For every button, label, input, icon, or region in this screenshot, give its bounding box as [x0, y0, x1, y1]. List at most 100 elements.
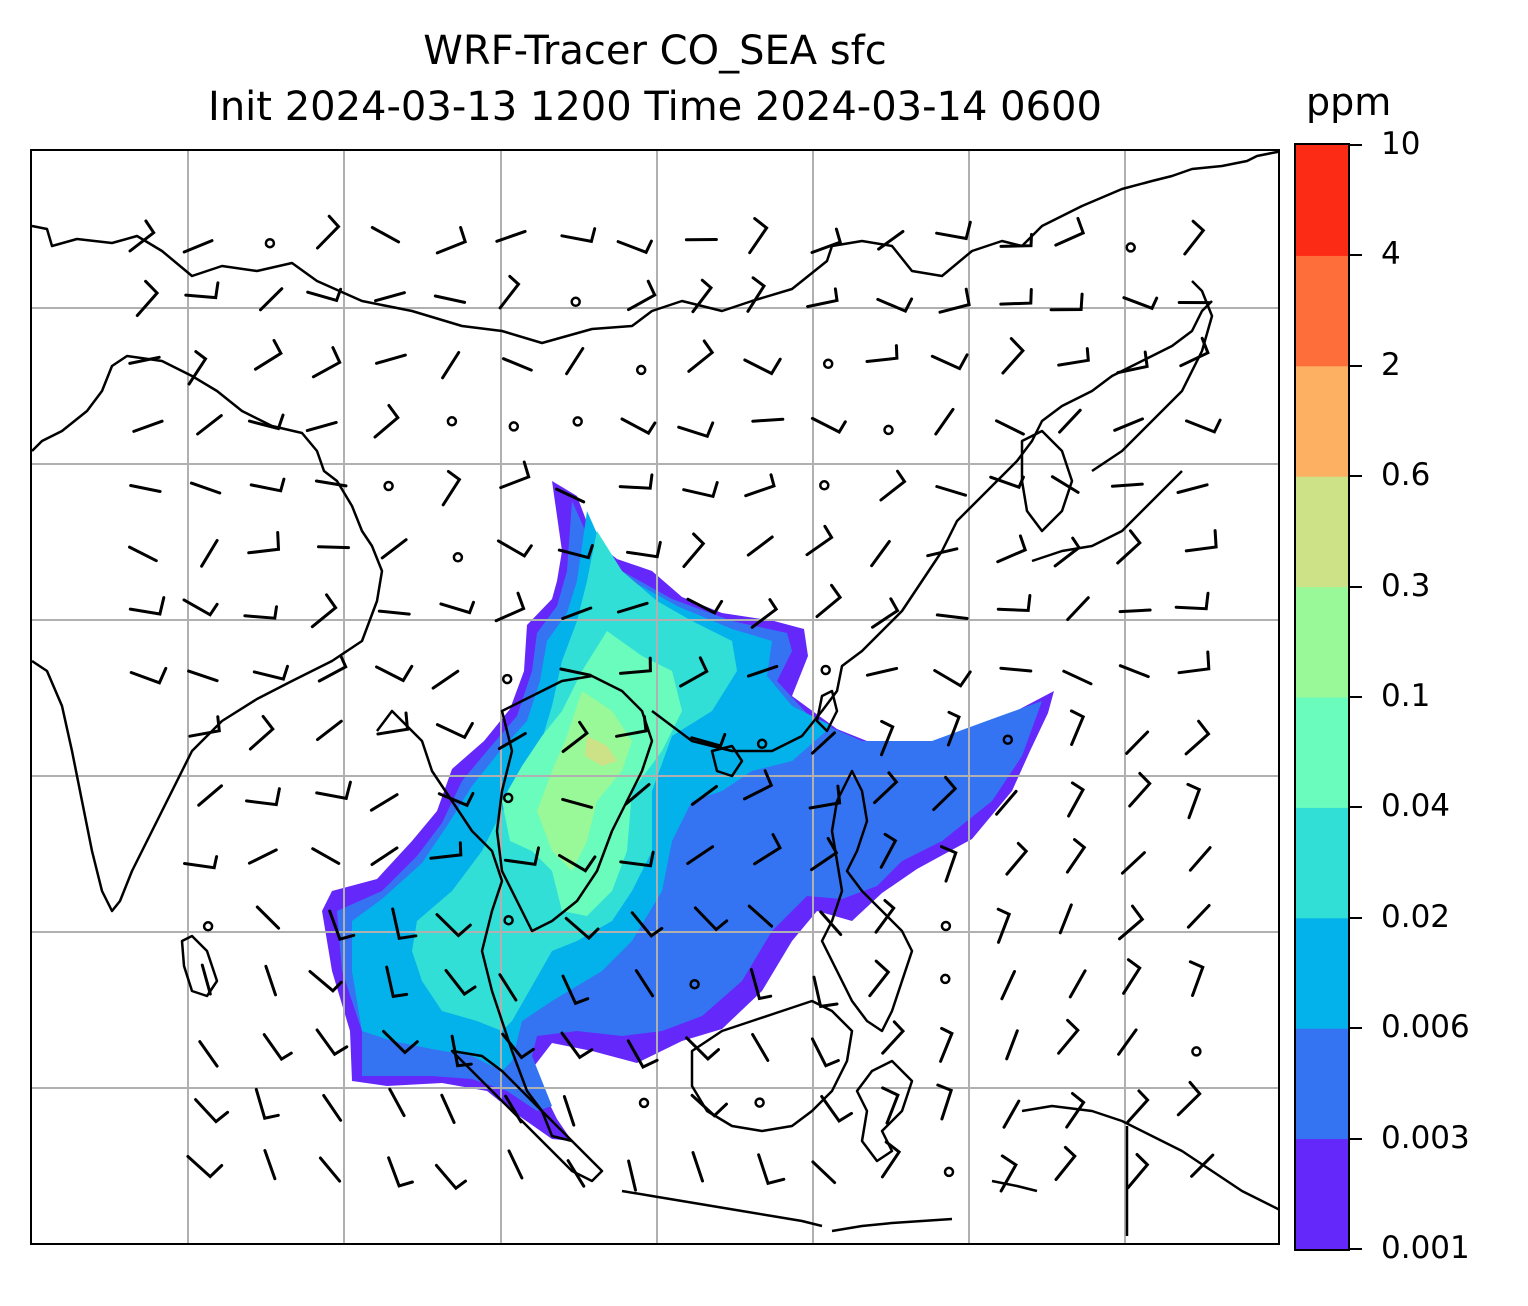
wind-barb [1069, 709, 1086, 746]
wind-barb [498, 973, 518, 1002]
wind-calm-marker [883, 424, 894, 436]
wind-barb [1062, 669, 1093, 686]
wind-barb [810, 227, 843, 254]
wind-barb [749, 968, 773, 1001]
wind-barb [744, 473, 776, 498]
wind-barb [328, 909, 356, 942]
wind-barb [935, 220, 972, 241]
colorbar-tick [1350, 585, 1362, 588]
wind-calm-marker [943, 1166, 955, 1178]
wind-barb [934, 407, 955, 436]
coastline-timor-lesser-sunda [831, 1179, 1038, 1233]
wind-barb [315, 1028, 349, 1057]
colorbar-tick-label: 0.04 [1381, 788, 1451, 825]
wind-barb [373, 404, 400, 439]
wind-barb [188, 715, 221, 738]
wind-barbs [128, 214, 1222, 1193]
wind-barb [187, 350, 208, 386]
wind-calm-marker [264, 237, 276, 249]
wind-barb [1113, 417, 1144, 432]
wind-barb [1118, 608, 1152, 614]
wind-barb [435, 226, 468, 255]
coastline-new-guinea [1021, 1104, 1278, 1236]
wind-barb [1058, 408, 1082, 434]
colorbar-tick [1350, 254, 1362, 257]
wind-barb [497, 732, 527, 751]
wind-barb [1066, 596, 1090, 621]
wind-barb [374, 291, 406, 303]
wind-barb [1116, 529, 1142, 565]
wind-barb [503, 846, 540, 866]
wind-calm-marker [689, 978, 700, 990]
colorbar-swatch [1296, 145, 1348, 256]
wind-barb [940, 845, 958, 883]
wind-barb [129, 484, 162, 493]
colorbar-swatch [1296, 1028, 1348, 1140]
wind-barb [377, 609, 411, 616]
wind-barb [871, 597, 900, 629]
wind-barb [746, 664, 779, 678]
wind-barb [815, 583, 843, 618]
coastline-mainland-asia [32, 151, 1278, 345]
map-subtitle: Init 2024-03-13 1200 Time 2024-03-14 060… [208, 84, 1102, 130]
wind-barb [1000, 970, 1016, 1001]
wind-barb [434, 1163, 467, 1191]
tracer-contour-level-6 [537, 691, 632, 871]
coastline-south-china [651, 300, 1213, 753]
wind-barb [820, 1095, 853, 1124]
wind-barb [194, 1098, 230, 1124]
wind-barb [1001, 337, 1025, 375]
wind-barb [262, 1033, 293, 1062]
wind-barb [557, 544, 594, 560]
wind-calm-marker [446, 416, 458, 427]
wind-barb [1050, 475, 1080, 494]
wind-barb [182, 598, 219, 617]
wind-barb [370, 846, 399, 866]
wind-barb [879, 469, 907, 502]
colorbar-swatch [1296, 255, 1348, 367]
coastline-philippines [820, 769, 914, 1033]
wind-barb [616, 601, 649, 614]
wind-barb [252, 664, 289, 681]
colorbar [1294, 143, 1350, 1251]
wind-barb [1188, 960, 1205, 997]
wind-barb [691, 278, 714, 314]
wind-barb [743, 357, 782, 376]
wind-barb [560, 227, 597, 244]
wind-barb [1176, 1080, 1202, 1117]
wind-barb [200, 539, 219, 568]
wind-barb [627, 279, 657, 312]
wind-barb [1179, 336, 1210, 368]
wind-calm-marker [503, 914, 514, 926]
wind-barb [129, 666, 168, 685]
wind-barb [624, 783, 651, 806]
colorbar-swatches [1296, 145, 1348, 1249]
wind-barb [264, 964, 277, 997]
colorbar-tick [1350, 1137, 1362, 1140]
wind-barb [499, 460, 531, 490]
wind-barb [1183, 219, 1206, 256]
wind-barb [501, 1032, 535, 1060]
wind-barb [750, 598, 779, 629]
wind-barb [746, 276, 767, 313]
wind-barb [315, 780, 352, 801]
wind-barb [254, 1087, 280, 1120]
coastline-sulawesi [855, 1059, 914, 1163]
wind-barb [382, 1029, 419, 1055]
wind-barb [687, 339, 715, 373]
wind-barb [1188, 846, 1212, 872]
wind-barb [435, 721, 474, 740]
wind-calm-marker [452, 552, 464, 563]
wind-barb [186, 1155, 224, 1179]
wind-barb [316, 214, 341, 250]
coastlines-and-borders [32, 151, 1278, 1236]
wind-barb [690, 732, 727, 748]
wind-barb [810, 836, 839, 872]
wind-calm-marker [756, 738, 768, 750]
wind-barb [564, 916, 600, 941]
wind-barb [184, 281, 220, 300]
wind-barb [874, 899, 896, 934]
wind-barb [247, 848, 278, 865]
wind-barb [812, 975, 839, 1009]
wind-barb [996, 534, 1028, 564]
